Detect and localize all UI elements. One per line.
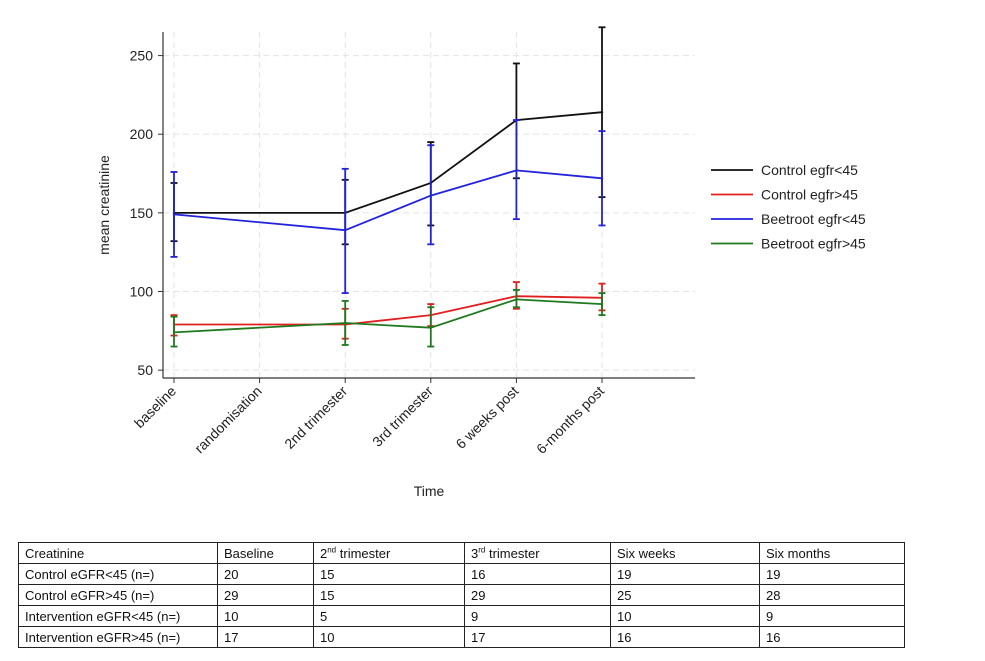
series-3 [170,289,606,348]
series-0 [170,26,606,246]
y-tick-label: 150 [130,205,154,221]
table-cell: Intervention eGFR<45 (n=) [18,605,218,627]
table-cell: 20 [217,563,314,585]
table-cell: Intervention eGFR>45 (n=) [18,626,218,648]
table-header-row: Creatinine Baseline 2nd trimester 3rd tr… [18,542,905,564]
data-point [600,302,604,306]
ordinal-suffix: nd [327,545,337,555]
table-cell: 9 [464,605,611,627]
table-cell: 16 [610,626,760,648]
data-point [344,321,347,325]
table-header-cell: 3rd trimester [464,542,611,564]
data-point [600,177,604,180]
legend-label: Control egfr<45 [761,162,858,178]
table-cell: 10 [217,605,314,627]
table-cell: 16 [464,563,611,585]
table-header-cell: Creatinine [18,542,218,564]
series-line [174,111,603,214]
ordinal-suffix: rd [478,545,486,555]
ordinal-number: 2 [320,545,328,561]
table-cell: Control eGFR<45 (n=) [18,563,218,585]
data-point [172,331,176,334]
data-point [344,228,347,232]
data-point [429,326,432,329]
legend-label: Control egfr>45 [761,187,858,203]
series-line [173,298,603,334]
data-point [515,169,518,172]
x-tick-label: 6 weeks post [452,383,521,452]
table-header-cell: Six weeks [610,542,760,564]
y-tick-label: 250 [130,48,154,64]
axes [158,32,695,383]
series-1 [170,281,606,340]
legend: Control egfr<45 Control egfr>45 Beetroot e… [711,162,866,252]
table-cell: 17 [217,626,314,648]
table-cell: 16 [759,626,905,648]
table-cell: 25 [610,584,760,606]
y-axis-title: mean creatinine [96,155,112,255]
table-cell: 19 [759,563,905,585]
ordinal-number: 3 [471,545,479,561]
table-row: Control eGFR<45 (n=) 20 15 16 19 19 [18,563,905,585]
ordinal-rest: trimester [485,545,540,561]
table-cell: 29 [217,584,314,606]
table-header-cell: Six months [759,542,905,564]
table-cell: 19 [610,563,760,585]
series-2 [170,119,606,294]
table-header-cell: Baseline [217,542,314,564]
table-cell: 29 [464,584,611,606]
table-header-cell: 2nd trimester [313,542,465,564]
tick-labels: 50 100 150 200 250 baseline randomisation 2nd t… [130,48,608,457]
table-row: Control eGFR>45 (n=) 29 15 29 25 28 [18,584,905,606]
legend-label: Beetroot egfr>45 [761,236,866,252]
table-row: Intervention eGFR<45 (n=) 10 5 9 10 9 [18,605,905,627]
y-tick-label: 50 [137,362,153,378]
counts-table: Creatinine Baseline 2nd trimester 3rd tr… [18,542,905,648]
line-chart: 50 100 150 200 250 baseline randomisation 2nd t… [96,26,866,499]
ordinal-rest: trimester [336,545,391,561]
y-tick-label: 200 [130,126,154,142]
series-line [173,169,603,232]
x-axis-title: Time [414,483,445,499]
table-cell: 9 [759,605,905,627]
table-cell: 28 [759,584,905,606]
table-cell: 10 [610,605,760,627]
legend-label: Beetroot egfr<45 [761,211,866,227]
table-cell: 10 [313,626,465,648]
series-layer [170,26,606,348]
table-cell: 5 [313,605,465,627]
x-tick-label: 6-months post [533,383,607,457]
data-point [515,298,518,301]
data-point [600,111,604,114]
y-tick-label: 100 [130,284,154,300]
x-tick-label: 2nd trimester [281,383,350,452]
table-cell: 17 [464,626,611,648]
table-cell: Control eGFR>45 (n=) [18,584,218,606]
table-cell: 15 [313,563,465,585]
data-point [172,213,176,216]
x-tick-label: 3rd trimester [369,383,436,450]
table-cell: 15 [313,584,465,606]
x-tick-label: randomisation [191,383,264,456]
data-point [429,194,432,197]
table-row: Intervention eGFR>45 (n=) 17 10 17 16 16 [18,626,905,648]
x-tick-label: baseline [131,383,179,431]
